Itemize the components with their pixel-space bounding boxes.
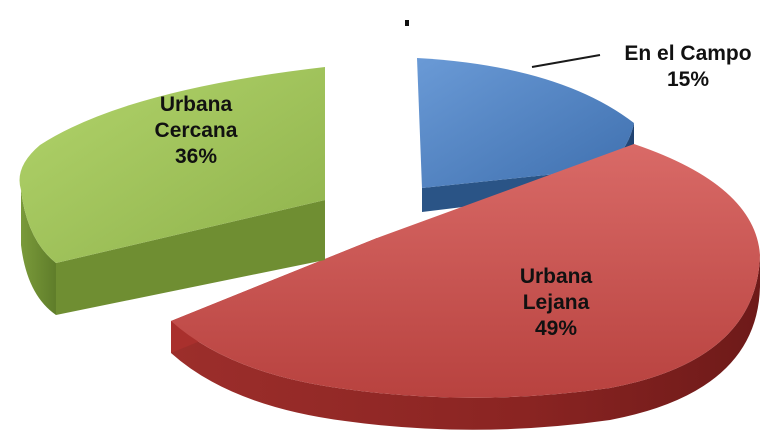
leader-line-en-el-campo: [531, 54, 601, 68]
title-mark: [405, 20, 409, 26]
label-percent: 49%: [535, 317, 577, 340]
slice-side: [21, 190, 56, 315]
slice-top: [171, 144, 760, 398]
slice-side: [171, 255, 760, 430]
data-label-urbana-lejana: Urbana Lejana 49%: [520, 265, 593, 340]
pie-slice-urbana-lejana: [171, 144, 760, 430]
slice-top: [19, 67, 326, 263]
data-label-urbana-cercana: Urbana Cercana 36%: [155, 93, 238, 168]
pie-slice-urbana-cercana: [19, 67, 326, 315]
label-line: Urbana: [520, 265, 593, 288]
label-line: En el Campo: [624, 42, 751, 65]
label-line: Urbana: [160, 93, 233, 116]
label-line: Cercana: [155, 119, 238, 142]
label-line: Lejana: [523, 291, 590, 314]
label-percent: 15%: [667, 68, 709, 91]
data-label-en-el-campo: En el Campo 15%: [624, 42, 751, 91]
label-percent: 36%: [175, 145, 217, 168]
slice-side: [56, 200, 325, 315]
slice-top: [417, 58, 634, 188]
